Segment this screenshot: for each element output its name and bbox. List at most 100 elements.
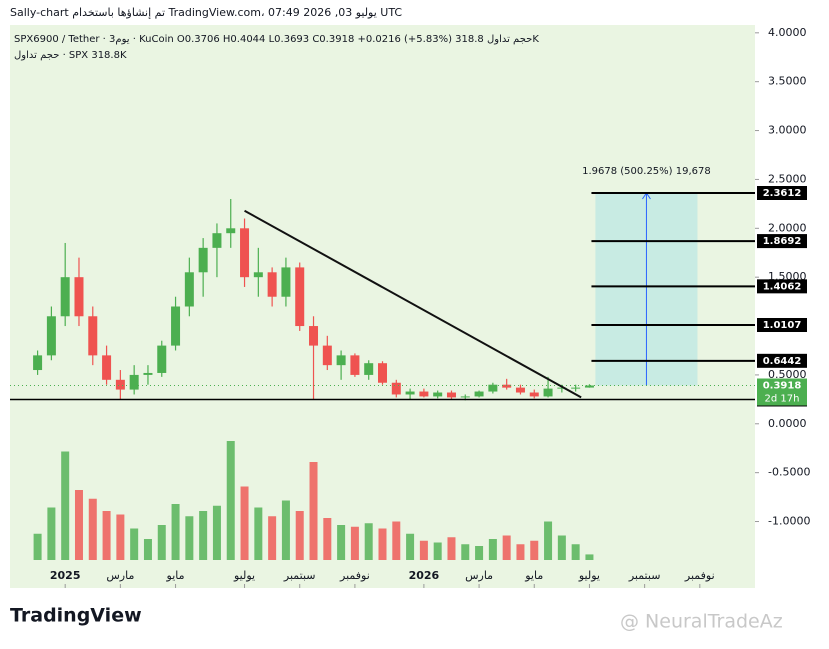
candle-body bbox=[419, 391, 429, 397]
volume-bar bbox=[350, 526, 359, 560]
volume-bar bbox=[268, 516, 277, 560]
volume-bar bbox=[74, 490, 83, 560]
candle-body bbox=[584, 385, 594, 388]
level-tag bbox=[757, 234, 807, 249]
level-label: 2.3612 bbox=[763, 188, 802, 199]
volume-bar bbox=[378, 528, 387, 560]
volume-bar bbox=[295, 511, 304, 560]
trend-line bbox=[244, 209, 582, 399]
level-tag bbox=[757, 279, 807, 294]
x-tick-label: نوفمبر bbox=[684, 569, 715, 582]
volume-bar bbox=[212, 505, 221, 560]
x-tick-label: مارس bbox=[465, 569, 493, 582]
candle-body bbox=[557, 387, 567, 389]
countdown: 2d 17h bbox=[765, 393, 800, 404]
volume-bar bbox=[544, 521, 553, 560]
candle-body bbox=[33, 355, 43, 371]
volume-bar bbox=[185, 516, 194, 560]
measure-label: 1.9678 (500.25%) 19,678 bbox=[582, 166, 711, 177]
x-tick-label: يوليو bbox=[578, 569, 600, 582]
volume-bar bbox=[88, 498, 97, 560]
volume-bar bbox=[502, 535, 511, 560]
candle-body bbox=[336, 355, 346, 366]
candle-body bbox=[129, 374, 139, 390]
volume-bar bbox=[530, 540, 539, 560]
candle-body bbox=[88, 316, 98, 356]
x-tick-label: يوليو bbox=[233, 569, 255, 582]
candle-body bbox=[281, 267, 291, 297]
volume-bar bbox=[447, 537, 456, 560]
volume-bar bbox=[461, 544, 470, 560]
candle-body bbox=[212, 233, 222, 248]
volume-bar bbox=[254, 507, 263, 560]
x-tick-label: 2026 bbox=[409, 569, 440, 582]
candle-body bbox=[529, 392, 539, 397]
candle-body bbox=[226, 228, 236, 234]
volume-bar bbox=[585, 554, 594, 560]
volume-bar bbox=[199, 511, 208, 560]
y-tick-label: 3.5000 bbox=[768, 75, 807, 88]
volume-bar bbox=[475, 546, 484, 560]
x-tick-label: مارس bbox=[106, 569, 134, 582]
chart-title: Sally-chart تم إنشاؤها باستخدام TradingV… bbox=[10, 6, 402, 19]
volume-bar bbox=[571, 544, 580, 560]
candle-body bbox=[46, 316, 56, 356]
level-tag bbox=[757, 186, 807, 201]
volume-bar bbox=[33, 533, 42, 560]
volume-bar bbox=[116, 514, 125, 560]
volume-bar bbox=[364, 523, 373, 560]
price-label: 0.3918 bbox=[763, 380, 802, 391]
candle-body bbox=[171, 306, 181, 346]
candle-body bbox=[446, 392, 456, 398]
candle-body bbox=[433, 392, 443, 397]
candle-body bbox=[295, 267, 305, 327]
level-label: 0.6442 bbox=[763, 356, 802, 367]
candle-body bbox=[571, 387, 581, 389]
volume-bar bbox=[433, 542, 442, 560]
volume-bar bbox=[143, 539, 152, 560]
candle-body bbox=[364, 363, 374, 375]
candle-body bbox=[502, 384, 512, 388]
candle-body bbox=[102, 355, 112, 380]
level-tag bbox=[757, 353, 807, 368]
volume-bar bbox=[323, 518, 332, 560]
candle-body bbox=[115, 379, 125, 390]
y-tick-label: 2.5000 bbox=[768, 172, 807, 185]
price-tag bbox=[757, 378, 807, 406]
volume-bar bbox=[337, 525, 346, 560]
x-tick-label: سبتمبر bbox=[628, 569, 661, 582]
legend-volume: حجم تداول · SPX 318.8K bbox=[14, 50, 127, 61]
volume-bar bbox=[309, 462, 318, 560]
candle-body bbox=[543, 388, 553, 397]
volume-bar bbox=[47, 507, 56, 560]
volume-bar bbox=[406, 533, 415, 560]
volume-bar bbox=[240, 486, 249, 560]
candle-body bbox=[460, 396, 470, 398]
volume-bar bbox=[392, 521, 401, 560]
y-tick-label: 4.0000 bbox=[768, 26, 807, 39]
candle-body bbox=[322, 345, 332, 366]
candle-body bbox=[405, 391, 415, 395]
candle-body bbox=[60, 277, 70, 317]
level-label: 1.4062 bbox=[763, 281, 802, 292]
x-tick-label: مايو bbox=[524, 569, 543, 582]
candle-body bbox=[253, 272, 263, 278]
volume-bar bbox=[557, 535, 566, 560]
candle-body bbox=[267, 272, 277, 297]
logo: TradingView bbox=[10, 605, 142, 627]
candle-body bbox=[309, 326, 319, 346]
candle-body bbox=[378, 363, 387, 383]
volume-bar bbox=[419, 540, 428, 560]
candle-body bbox=[488, 384, 498, 392]
candle-body bbox=[474, 391, 484, 397]
candle-body bbox=[350, 355, 360, 375]
y-tick-label: -0.5000 bbox=[768, 466, 810, 479]
volume-bar bbox=[488, 539, 497, 560]
candle-body bbox=[143, 372, 153, 375]
candle-body bbox=[515, 387, 525, 393]
volume-bar bbox=[226, 441, 235, 560]
level-label: 1.8692 bbox=[763, 236, 802, 247]
y-tick-label: -1.0000 bbox=[768, 515, 810, 528]
volume-bar bbox=[171, 504, 180, 560]
x-tick-label: مايو bbox=[166, 569, 185, 582]
